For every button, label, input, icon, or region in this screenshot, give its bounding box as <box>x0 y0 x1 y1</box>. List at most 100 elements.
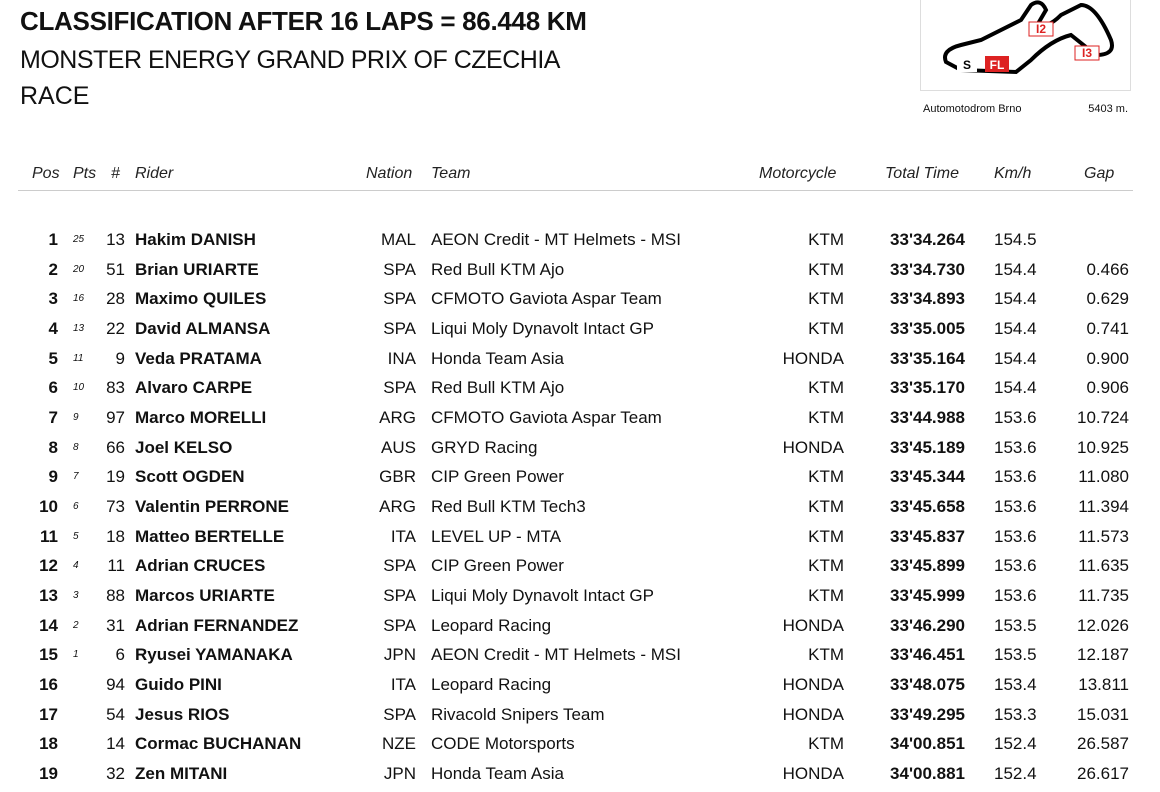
motorcycle: KTM <box>808 734 844 754</box>
points: 1 <box>73 649 79 661</box>
nation: SPA <box>383 378 416 398</box>
points: 9 <box>73 412 79 424</box>
team: Red Bull KTM Tech3 <box>431 497 586 517</box>
motorcycle: KTM <box>808 467 844 487</box>
subtitle: MONSTER ENERGY GRAND PRIX OF CZECHIA <box>20 46 560 74</box>
gap: 10.925 <box>1077 437 1129 457</box>
total-time: 33'34.893 <box>890 289 965 309</box>
number: 73 <box>106 497 125 517</box>
gap: 26.617 <box>1077 764 1129 784</box>
team: AEON Credit - MT Helmets - MSI <box>431 645 681 665</box>
total-time: 33'48.075 <box>890 675 965 695</box>
number: 19 <box>106 467 125 487</box>
rider: Matteo BERTELLE <box>135 526 285 546</box>
total-time: 33'46.290 <box>890 615 965 635</box>
pos: 13 <box>39 586 58 606</box>
total-time: 33'35.164 <box>890 348 965 368</box>
gap: 11.635 <box>1078 556 1129 576</box>
rider: David ALMANSA <box>135 319 271 338</box>
speed: 153.6 <box>994 467 1037 487</box>
motorcycle: HONDA <box>782 675 844 695</box>
gap: 12.187 <box>1077 645 1129 665</box>
nation: SPA <box>383 556 416 576</box>
motorcycle: KTM <box>808 526 844 546</box>
number: 28 <box>106 289 125 309</box>
speed: 153.6 <box>994 497 1037 517</box>
rider: Adrian FERNANDEZ <box>135 615 299 635</box>
team: Liqui Moly Dynavolt Intact GP <box>431 319 654 338</box>
speed: 153.6 <box>994 526 1037 546</box>
pos: 9 <box>48 467 58 487</box>
pos: 6 <box>48 378 58 398</box>
column-header: Team <box>431 165 471 182</box>
pos: 10 <box>39 497 58 517</box>
total-time: 33'49.295 <box>890 704 965 724</box>
motorcycle: KTM <box>808 645 844 665</box>
number: 6 <box>115 645 125 665</box>
speed: 153.6 <box>994 556 1037 576</box>
marker-box <box>1028 21 1054 37</box>
nation: ARG <box>379 408 416 428</box>
rider: Adrian CRUCES <box>135 556 266 576</box>
pos: 19 <box>39 764 58 784</box>
pos: 14 <box>39 615 58 635</box>
gap: 0.466 <box>1086 259 1129 279</box>
title: CLASSIFICATION AFTER 16 LAPS = 86.448 KM <box>20 6 587 36</box>
pos: 12 <box>39 556 58 576</box>
gap: 0.906 <box>1086 378 1129 398</box>
speed: 153.5 <box>994 645 1037 665</box>
pos: 15 <box>39 645 58 665</box>
total-time: 33'45.189 <box>890 437 965 457</box>
marker-box <box>985 56 1009 72</box>
team: Rivacold Snipers Team <box>431 704 605 724</box>
track-map: I2 I3 S FL <box>920 0 1131 91</box>
nation: ITA <box>390 675 416 695</box>
team: Red Bull KTM Ajo <box>431 378 565 398</box>
number: 94 <box>106 675 125 695</box>
marker: I2 <box>1036 22 1046 36</box>
nation: SPA <box>383 289 416 309</box>
speed: 153.6 <box>994 408 1037 428</box>
points: 4 <box>73 560 79 572</box>
points: 2 <box>73 619 79 631</box>
rider: Guido PINI <box>135 675 222 695</box>
motorcycle: HONDA <box>782 348 844 368</box>
number: 88 <box>106 586 125 606</box>
gap: 0.900 <box>1086 348 1129 368</box>
points: 13 <box>73 323 85 334</box>
nation: JPN <box>383 764 416 784</box>
team: AEON Credit - MT Helmets - MSI <box>431 230 681 249</box>
team: CIP Green Power <box>431 556 564 576</box>
pos: 18 <box>39 734 58 754</box>
header-rule <box>18 190 1133 191</box>
column-header: Total Time <box>885 165 959 182</box>
team: CIP Green Power <box>431 467 564 487</box>
gap: 26.587 <box>1077 734 1129 754</box>
pos: 17 <box>39 704 58 724</box>
team: Leopard Racing <box>431 675 552 695</box>
motorcycle: KTM <box>808 259 844 279</box>
total-time: 33'44.988 <box>890 408 965 428</box>
nation: SPA <box>383 615 416 635</box>
gap: 11.573 <box>1078 526 1129 546</box>
motorcycle: KTM <box>808 378 844 398</box>
column-header: Pts <box>73 165 97 182</box>
column-header: Pos <box>32 165 60 182</box>
pos: 3 <box>48 289 58 309</box>
gap: 11.394 <box>1078 497 1129 517</box>
pos: 11 <box>40 526 58 546</box>
pos: 8 <box>48 437 58 457</box>
team: GRYD Racing <box>431 437 538 457</box>
marker-box <box>957 56 977 72</box>
motorcycle: HONDA <box>782 764 844 784</box>
nation: NZE <box>382 734 416 754</box>
motorcycle: KTM <box>808 289 844 309</box>
team: CODE Motorsports <box>431 734 575 754</box>
points: 8 <box>73 441 79 453</box>
marker-box <box>1074 45 1100 61</box>
points: 5 <box>73 530 79 542</box>
team: CFMOTO Gaviota Aspar Team <box>431 289 662 309</box>
gap: 13.811 <box>1078 675 1129 695</box>
marker: I3 <box>1082 46 1092 60</box>
